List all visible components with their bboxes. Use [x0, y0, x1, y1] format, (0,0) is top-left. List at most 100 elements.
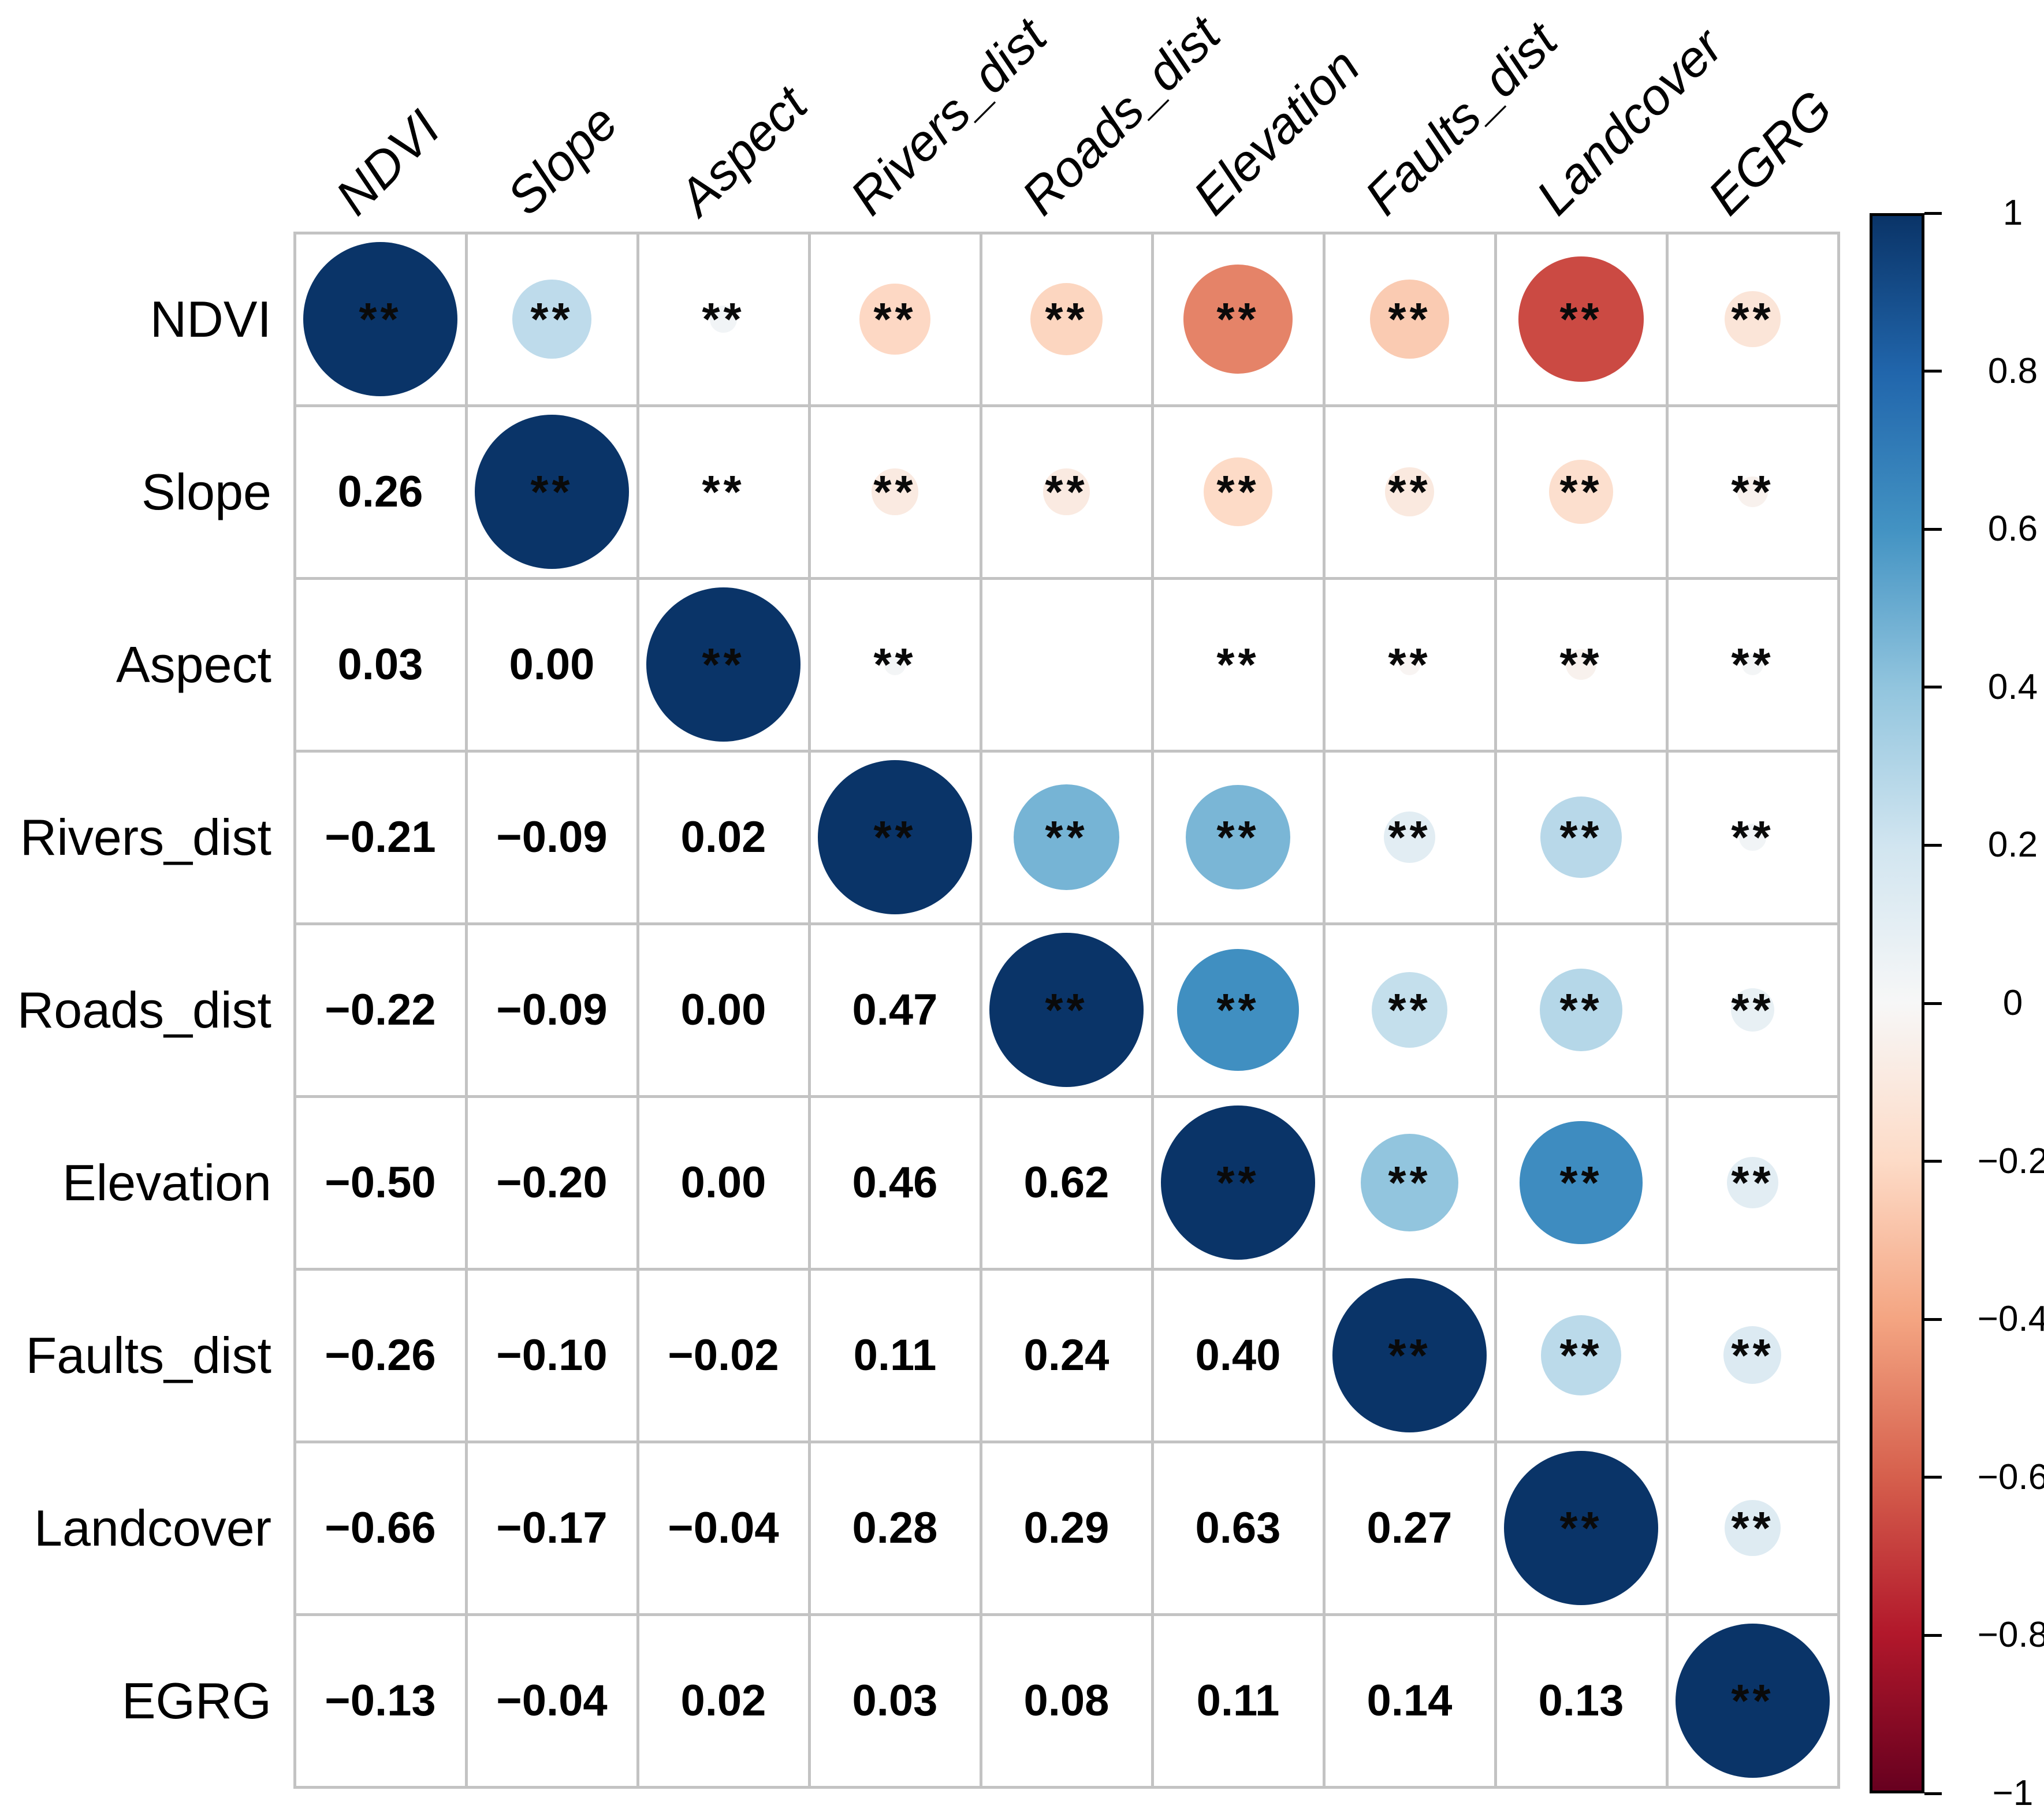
- correlation-circle-Rivers_dist-EGRG: [1739, 824, 1766, 851]
- correlation-circle-Elevation-Elevation: [1160, 1105, 1316, 1260]
- correlation-circle-Slope-Faults_dist: [1385, 467, 1434, 516]
- coefficient-Roads_dist-NDVI: −0.22: [325, 985, 436, 1034]
- coefficient-Elevation-Rivers_dist: 0.46: [852, 1157, 938, 1207]
- colorbar-tick: [1924, 527, 1942, 531]
- coefficient-Aspect-NDVI: 0.03: [337, 639, 423, 689]
- colorbar-tick-label: −1: [1992, 1773, 2034, 1809]
- correlation-circle-Roads_dist-Landcover: [1539, 968, 1623, 1052]
- coefficient-Aspect-Slope: 0.00: [509, 639, 595, 689]
- significance-stars-Rivers_dist-EGRG: **: [1731, 811, 1774, 863]
- coefficient-Elevation-Slope: −0.20: [496, 1157, 608, 1207]
- correlation-circle-Faults_dist-EGRG: [1723, 1326, 1782, 1384]
- coefficient-Rivers_dist-Slope: −0.09: [496, 812, 608, 862]
- coefficient-Rivers_dist-NDVI: −0.21: [325, 812, 436, 862]
- significance-stars-Slope-Slope: **: [530, 466, 574, 518]
- coefficient-Landcover-Roads_dist: 0.29: [1023, 1503, 1110, 1553]
- coefficient-EGRG-NDVI: −0.13: [325, 1676, 436, 1725]
- coefficient-Landcover-NDVI: −0.66: [325, 1503, 436, 1553]
- coefficient-Faults_dist-Slope: −0.10: [496, 1330, 608, 1380]
- row-label-Faults_dist: Faults_dist: [25, 1326, 271, 1384]
- coefficient-Elevation-Roads_dist: 0.62: [1023, 1157, 1110, 1207]
- gridline-vertical: [1837, 231, 1840, 1789]
- correlation-circle-NDVI-Elevation: [1183, 264, 1293, 374]
- colorbar-tick: [1924, 370, 1942, 373]
- significance-stars-Rivers_dist-Faults_dist: **: [1388, 811, 1431, 863]
- gridline-vertical: [979, 231, 982, 1789]
- colorbar-tick-label: 1: [2002, 193, 2023, 233]
- significance-stars-Aspect-Aspect: **: [702, 638, 745, 690]
- significance-stars-Slope-Landcover: **: [1559, 466, 1603, 518]
- coefficient-Landcover-Rivers_dist: 0.28: [852, 1503, 938, 1553]
- significance-stars-Rivers_dist-Landcover: **: [1559, 811, 1603, 863]
- column-label-Aspect: Aspect: [667, 75, 818, 226]
- significance-stars-Slope-Faults_dist: **: [1388, 466, 1431, 518]
- colorbar-tick-label: 0.8: [1987, 351, 2038, 391]
- coefficient-Landcover-Elevation: 0.63: [1195, 1503, 1281, 1553]
- correlation-circle-Landcover-EGRG: [1725, 1500, 1781, 1556]
- colorbar-tick-label: 0.6: [1987, 509, 2038, 549]
- correlation-circle-Elevation-Landcover: [1520, 1121, 1643, 1244]
- gridline-horizontal: [293, 1440, 1840, 1443]
- correlation-circle-Rivers_dist-Faults_dist: [1384, 812, 1435, 863]
- colorbar-tick-label: −0.6: [1977, 1457, 2044, 1497]
- column-label-EGRG: EGRG: [1696, 79, 1843, 226]
- correlation-circle-Slope-Rivers_dist: [872, 468, 918, 515]
- gridline-vertical: [1665, 231, 1669, 1789]
- correlation-circle-Aspect-EGRG: [1741, 653, 1764, 676]
- coefficient-Landcover-Faults_dist: 0.27: [1367, 1503, 1453, 1553]
- column-label-Elevation: Elevation: [1182, 37, 1371, 226]
- significance-stars-Rivers_dist-Roads_dist: **: [1045, 811, 1088, 863]
- gridline-vertical: [636, 231, 639, 1789]
- colorbar-tick: [1924, 1317, 1942, 1321]
- significance-stars-Aspect-Faults_dist: **: [1388, 638, 1431, 690]
- row-label-Landcover: Landcover: [34, 1499, 271, 1557]
- correlation-circle-NDVI-Aspect: [710, 306, 737, 333]
- correlation-circle-NDVI-Slope: [512, 280, 591, 359]
- correlation-circle-Roads_dist-Elevation: [1177, 949, 1299, 1071]
- coefficient-Roads_dist-Slope: −0.09: [496, 985, 608, 1034]
- column-label-Slope: Slope: [496, 93, 628, 226]
- gridline-vertical: [807, 231, 811, 1789]
- correlation-circle-Roads_dist-Faults_dist: [1372, 972, 1447, 1048]
- coefficient-EGRG-Roads_dist: 0.08: [1023, 1676, 1110, 1725]
- row-label-Elevation: Elevation: [62, 1153, 271, 1211]
- significance-stars-Roads_dist-Faults_dist: **: [1388, 984, 1431, 1036]
- colorbar-tick-label: −0.4: [1977, 1299, 2044, 1339]
- significance-stars-Slope-Elevation: **: [1216, 466, 1260, 518]
- significance-stars-Aspect-Landcover: **: [1559, 638, 1603, 690]
- correlation-circle-Roads_dist-EGRG: [1730, 988, 1775, 1032]
- significance-stars-Landcover-EGRG: **: [1731, 1502, 1774, 1554]
- significance-stars-Faults_dist-Faults_dist: **: [1388, 1329, 1431, 1381]
- coefficient-Faults_dist-Elevation: 0.40: [1195, 1330, 1281, 1380]
- significance-stars-Roads_dist-EGRG: **: [1731, 984, 1774, 1036]
- coefficient-EGRG-Aspect: 0.02: [680, 1676, 766, 1725]
- colorbar-tick: [1924, 1792, 1942, 1795]
- correlation-circle-Rivers_dist-Elevation: [1185, 784, 1291, 890]
- correlation-circle-Rivers_dist-Landcover: [1540, 796, 1622, 879]
- correlation-circle-Landcover-Landcover: [1503, 1450, 1659, 1606]
- colorbar-tick: [1924, 1160, 1942, 1163]
- row-label-NDVI: NDVI: [150, 290, 271, 348]
- gridline-vertical: [1151, 231, 1154, 1789]
- row-label-Aspect: Aspect: [116, 635, 271, 693]
- significance-stars-Faults_dist-EGRG: **: [1731, 1329, 1774, 1381]
- significance-stars-NDVI-Faults_dist: **: [1388, 293, 1431, 345]
- coefficient-Faults_dist-Roads_dist: 0.24: [1023, 1330, 1110, 1380]
- colorbar-tick: [1924, 1476, 1942, 1479]
- colorbar-tick-label: 0: [2002, 983, 2023, 1023]
- correlation-circle-Slope-Elevation: [1203, 457, 1273, 527]
- gridline-horizontal: [293, 1095, 1840, 1098]
- gridline-horizontal: [293, 1785, 1840, 1789]
- significance-stars-Slope-Roads_dist: **: [1045, 466, 1088, 518]
- colorbar-tick: [1924, 1633, 1942, 1637]
- coefficient-Faults_dist-NDVI: −0.26: [325, 1330, 436, 1380]
- significance-stars-Roads_dist-Roads_dist: **: [1045, 984, 1088, 1036]
- significance-stars-Slope-EGRG: **: [1731, 466, 1774, 518]
- significance-stars-NDVI-EGRG: **: [1731, 293, 1774, 345]
- gridline-vertical: [1322, 231, 1326, 1789]
- significance-stars-NDVI-Rivers_dist: **: [873, 293, 917, 345]
- correlation-circle-Faults_dist-Faults_dist: [1332, 1278, 1487, 1433]
- significance-stars-Elevation-EGRG: **: [1731, 1156, 1774, 1208]
- significance-stars-Rivers_dist-Rivers_dist: **: [873, 811, 917, 863]
- colorbar-tick: [1924, 211, 1942, 215]
